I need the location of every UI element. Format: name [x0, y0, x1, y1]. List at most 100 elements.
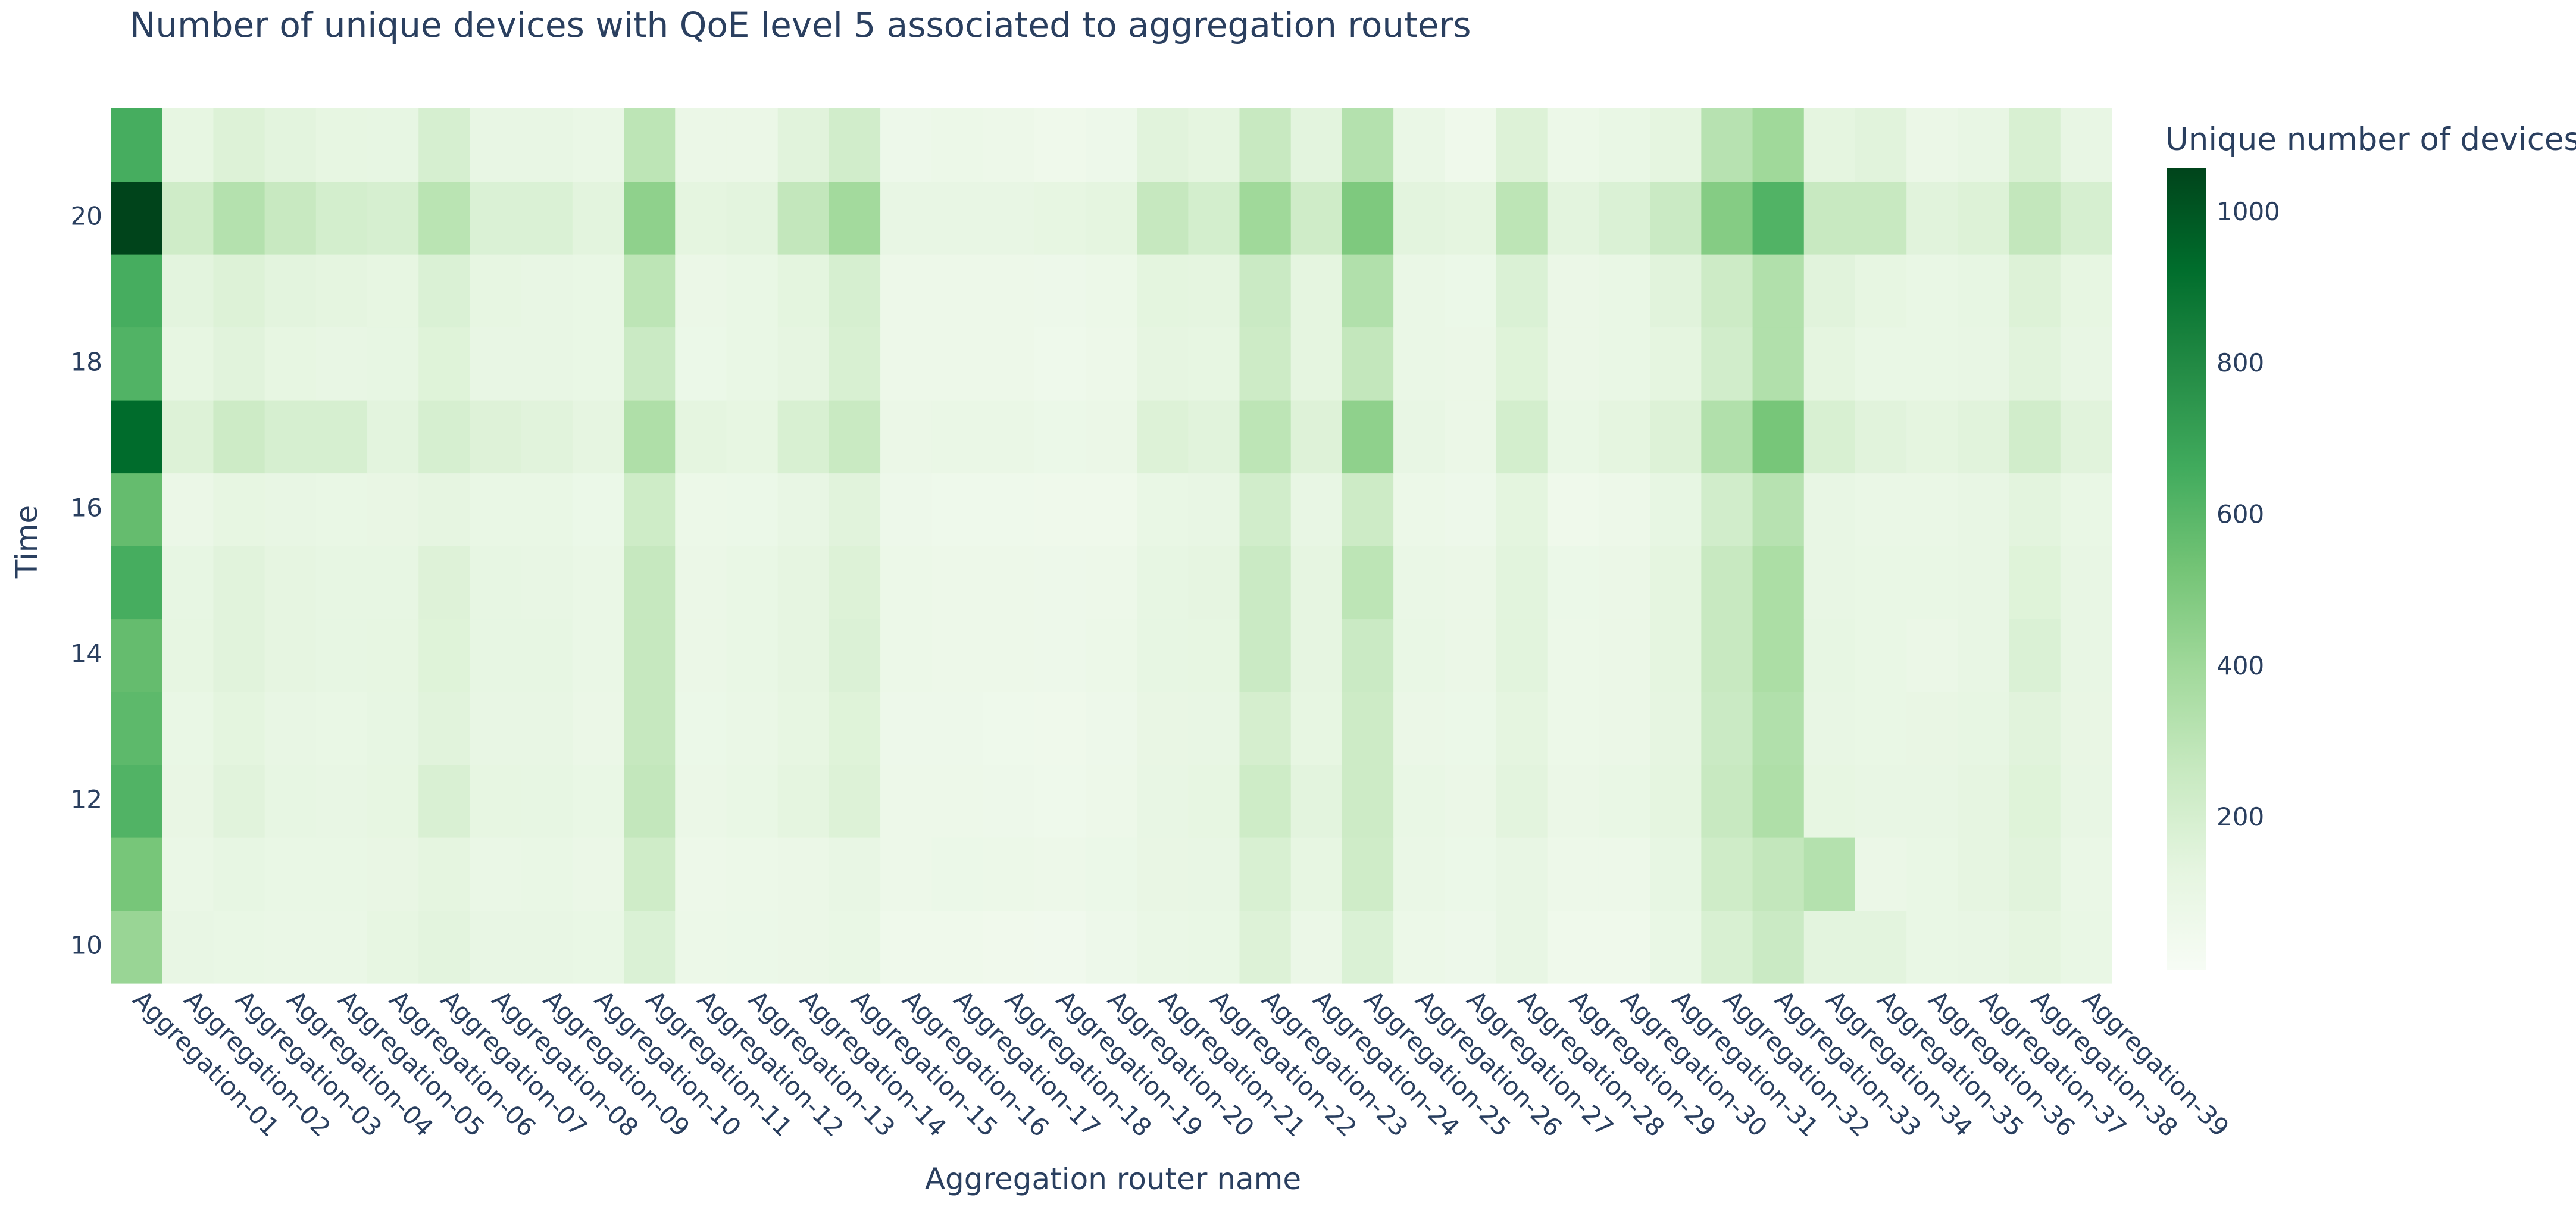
- heatmap-cell: [1290, 400, 1343, 474]
- heatmap-cell: [1906, 764, 1958, 838]
- heatmap-cell: [1239, 327, 1292, 401]
- heatmap-cell: [931, 837, 984, 911]
- heatmap-cell: [777, 473, 830, 546]
- heatmap-cell: [2060, 327, 2112, 401]
- heatmap-cell: [367, 618, 419, 692]
- heatmap-cell: [315, 910, 368, 984]
- heatmap-cell: [1085, 254, 1137, 328]
- heatmap-cell: [1701, 910, 1753, 984]
- heatmap-cell: [315, 254, 368, 328]
- heatmap-cell: [624, 254, 676, 328]
- heatmap-cell: [1855, 910, 1907, 984]
- heatmap-cell: [418, 692, 471, 765]
- heatmap-cell: [367, 692, 419, 765]
- heatmap-cell: [1752, 181, 1805, 255]
- heatmap-cell: [2060, 546, 2112, 620]
- heatmap-cell: [1906, 254, 1958, 328]
- heatmap-cell: [1598, 254, 1650, 328]
- heatmap-cell: [2009, 327, 2061, 401]
- heatmap-cell: [726, 837, 779, 911]
- heatmap-cell: [675, 837, 727, 911]
- heatmap-cell: [2060, 837, 2112, 911]
- heatmap-cell: [1342, 764, 1394, 838]
- heatmap-cell: [726, 108, 779, 182]
- heatmap-cell: [1342, 618, 1394, 692]
- heatmap-cell: [264, 473, 317, 546]
- heatmap-cell: [1445, 181, 1497, 255]
- heatmap-cell: [880, 837, 932, 911]
- heatmap-cell: [1547, 692, 1599, 765]
- heatmap-cell: [418, 764, 471, 838]
- heatmap-cell: [1547, 473, 1599, 546]
- heatmap-cell: [1958, 108, 2010, 182]
- heatmap-cell: [264, 910, 317, 984]
- heatmap-cell: [1137, 327, 1189, 401]
- heatmap-cell: [675, 618, 727, 692]
- heatmap-cell: [1290, 473, 1343, 546]
- x-axis-title: Aggregation router name: [925, 1162, 1301, 1196]
- heatmap-cell: [1034, 181, 1086, 255]
- heatmap-cell: [418, 618, 471, 692]
- heatmap-cell: [1598, 692, 1650, 765]
- heatmap-cell: [521, 400, 573, 474]
- heatmap-cell: [1855, 181, 1907, 255]
- heatmap-cell: [1137, 254, 1189, 328]
- heatmap-cell: [1855, 254, 1907, 328]
- heatmap-cell: [2060, 181, 2112, 255]
- heatmap-cell: [1752, 692, 1805, 765]
- heatmap-cell: [1906, 181, 1958, 255]
- heatmap-cell: [880, 618, 932, 692]
- heatmap-cell: [1803, 254, 1856, 328]
- heatmap-cell: [572, 254, 624, 328]
- heatmap-cell: [624, 327, 676, 401]
- heatmap-cell: [1752, 546, 1805, 620]
- heatmap-cell: [1496, 764, 1548, 838]
- heatmap-cell: [1547, 181, 1599, 255]
- colorbar-tick-label: 400: [2217, 651, 2264, 680]
- heatmap-cell: [1085, 546, 1137, 620]
- heatmap-cell: [111, 618, 162, 692]
- heatmap-cell: [1650, 400, 1702, 474]
- heatmap-cell: [1855, 400, 1907, 474]
- heatmap-cell: [1752, 910, 1805, 984]
- chart-title: Number of unique devices with QoE level …: [130, 5, 1471, 45]
- heatmap-cell: [624, 400, 676, 474]
- heatmap-cell: [1085, 618, 1137, 692]
- heatmap-cell: [880, 546, 932, 620]
- heatmap-cell: [1496, 108, 1548, 182]
- heatmap-cell: [111, 910, 162, 984]
- heatmap-cell: [1342, 910, 1394, 984]
- heatmap-cell: [726, 181, 779, 255]
- heatmap-cell: [418, 181, 471, 255]
- heatmap-cell: [315, 400, 368, 474]
- heatmap-cell: [1803, 764, 1856, 838]
- heatmap-cell: [1188, 181, 1240, 255]
- heatmap-cell: [213, 764, 265, 838]
- heatmap-cell: [983, 181, 1035, 255]
- heatmap-cell: [1958, 400, 2010, 474]
- heatmap-cell: [726, 618, 779, 692]
- heatmap-cell: [1034, 837, 1086, 911]
- heatmap-cell: [777, 546, 830, 620]
- heatmap-cell: [777, 764, 830, 838]
- heatmap-cell: [1188, 910, 1240, 984]
- heatmap-cell: [675, 254, 727, 328]
- heatmap-cell: [1547, 837, 1599, 911]
- heatmap-cell: [1445, 254, 1497, 328]
- heatmap-cell: [1034, 618, 1086, 692]
- colorbar-tick-label: 600: [2217, 499, 2264, 529]
- heatmap-cell: [1855, 473, 1907, 546]
- heatmap-cell: [367, 181, 419, 255]
- heatmap-cell: [264, 546, 317, 620]
- heatmap-cell: [1290, 837, 1343, 911]
- heatmap-cell: [880, 108, 932, 182]
- heatmap-cell: [983, 108, 1035, 182]
- heatmap-cell: [624, 837, 676, 911]
- heatmap-cell: [2009, 108, 2061, 182]
- heatmap-cell: [829, 910, 881, 984]
- heatmap-cell: [111, 254, 162, 328]
- heatmap-cell: [315, 764, 368, 838]
- heatmap-cell: [470, 181, 522, 255]
- heatmap-cell: [213, 400, 265, 474]
- heatmap-cell: [315, 546, 368, 620]
